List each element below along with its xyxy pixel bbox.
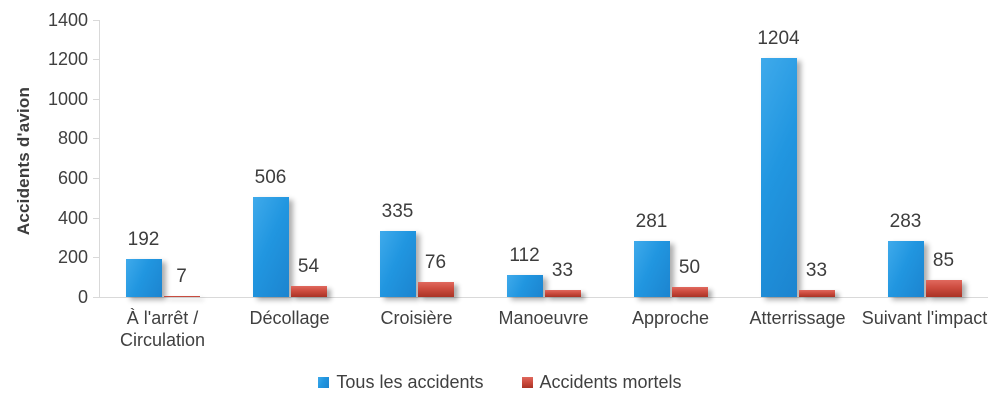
y-tick-mark	[93, 178, 99, 180]
bar-tous-les-accidents	[379, 230, 416, 297]
bar-accidents-mortels	[925, 280, 962, 297]
bar-accidents-mortels	[163, 295, 200, 297]
category-label: Suivant l'impact	[861, 308, 988, 328]
bar-accidents-mortels	[290, 286, 327, 297]
bar-tous-les-accidents	[887, 240, 924, 297]
legend-item-tous-les-accidents: Tous les accidents	[318, 371, 484, 393]
data-label: 85	[932, 250, 955, 272]
x-axis-line	[99, 297, 988, 298]
y-axis-line	[99, 19, 100, 297]
y-tick-mark	[93, 19, 99, 21]
data-label: 7	[176, 265, 187, 287]
category-label: Manoeuvre	[498, 308, 589, 328]
bar-tous-les-accidents	[760, 58, 797, 297]
y-tick-label: 800	[57, 128, 88, 149]
data-label: 335	[381, 200, 414, 222]
data-label: 76	[424, 251, 447, 273]
data-label: 33	[805, 260, 828, 282]
legend-label-accidents-mortels: Accidents mortels	[539, 372, 682, 392]
y-tick-mark	[93, 98, 99, 100]
legend-label-tous-les-accidents: Tous les accidents	[336, 372, 484, 392]
y-tick-mark	[93, 59, 99, 61]
bar-tous-les-accidents	[252, 196, 289, 297]
y-tick-label: 1200	[47, 49, 88, 70]
legend-item-accidents-mortels: Accidents mortels	[521, 371, 682, 393]
legend: Tous les accidents Accidents mortels	[0, 371, 1000, 393]
y-tick-label: 1000	[47, 88, 88, 109]
y-tick-label: 200	[57, 247, 88, 268]
y-tick-label: 1400	[47, 9, 88, 30]
legend-swatch-accidents-mortels	[521, 376, 533, 388]
category-label: Atterrissage	[749, 308, 846, 328]
y-tick-label: 600	[57, 168, 88, 189]
bar-accidents-mortels	[544, 290, 581, 297]
bar-accidents-mortels	[798, 290, 835, 297]
data-label: 1204	[757, 28, 800, 50]
y-tick-label: 400	[57, 207, 88, 228]
bar-tous-les-accidents	[125, 258, 162, 297]
category-label: À l'arrêt / Circulation	[119, 308, 206, 350]
y-tick-mark	[93, 257, 99, 259]
y-tick-label: 0	[77, 287, 88, 307]
bar-tous-les-accidents	[633, 241, 670, 297]
y-tick-mark	[93, 217, 99, 219]
data-label: 112	[509, 244, 540, 266]
data-label: 54	[297, 256, 320, 278]
category-label: Décollage	[249, 308, 330, 328]
data-label: 281	[635, 211, 668, 233]
y-tick-mark	[93, 297, 99, 298]
data-label: 506	[254, 166, 287, 188]
y-tick-mark	[93, 138, 99, 140]
data-label: 283	[889, 210, 922, 232]
bar-tous-les-accidents	[506, 274, 543, 297]
category-label: Croisière	[380, 308, 453, 328]
category-label: Approche	[631, 308, 710, 328]
data-label: 33	[551, 260, 574, 282]
legend-swatch-tous-les-accidents	[318, 376, 330, 388]
bar-accidents-mortels	[417, 281, 454, 297]
bar-accidents-mortels	[671, 287, 708, 297]
data-label: 192	[127, 228, 160, 250]
data-label: 50	[678, 257, 701, 279]
